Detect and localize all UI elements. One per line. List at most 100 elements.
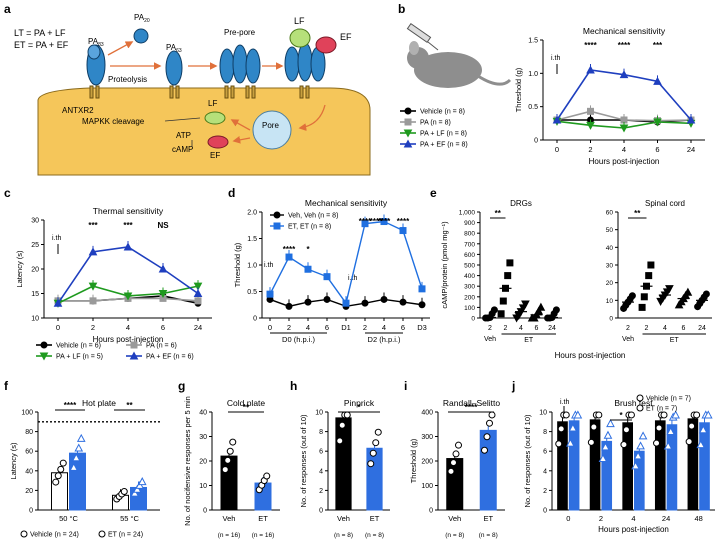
panel-letter-b: b [398, 2, 405, 16]
legend-marker [129, 351, 139, 360]
data-point [562, 411, 570, 419]
y-tick-label: 1.0 [528, 71, 538, 78]
data-point [663, 441, 673, 450]
y-tick-label: 0 [253, 316, 257, 323]
ith-annotation: i.th [52, 235, 61, 242]
data-point [285, 302, 293, 310]
y-tick-label: 60 [606, 210, 614, 217]
data-point [595, 411, 603, 419]
x-tick-label: Veh [448, 514, 461, 523]
ef-cytosolic [207, 135, 229, 149]
pa20-fragment [133, 28, 149, 44]
legend-marker [98, 530, 106, 538]
panel-h-chart: 0 2 4 6 8 10 No. of responses (out of 10) Pinpr… [299, 398, 390, 539]
y-tick-label: 800 [464, 231, 475, 238]
data-point [499, 297, 507, 305]
legend-marker [130, 341, 138, 349]
data-point [367, 460, 375, 468]
data-point [137, 477, 147, 486]
data-point [557, 425, 565, 433]
significance-mark: * [306, 245, 310, 254]
x-tick-label: 50 °C [59, 514, 78, 523]
y-axis-title: No. of responses (out of 10) [523, 414, 532, 507]
data-point [536, 302, 546, 311]
significance-mark: **** [378, 217, 391, 226]
y-tick-label: 40 [25, 468, 33, 475]
data-point [653, 118, 662, 127]
data-point [685, 438, 693, 446]
y-axis-title: No. of responses (out of 10) [299, 414, 308, 507]
data-point [552, 306, 560, 314]
panel-a: a LT = PA + LF ET = PA + EF PA83 PA20 PA… [4, 2, 371, 176]
data-point [53, 298, 63, 307]
bar [220, 455, 238, 511]
x-tick-label: 4 [126, 323, 130, 332]
y-tick-label: 0 [429, 508, 433, 515]
y-tick-label: 20 [31, 267, 39, 274]
x-tick-label: 4 [663, 325, 667, 332]
data-point [586, 65, 595, 74]
significance-mark: *** [653, 41, 663, 50]
y-tick-label: 0 [203, 508, 207, 515]
atp-label: ATP [176, 131, 191, 140]
legend-label: Vehicle (n = 6) [56, 343, 101, 350]
significance-mark: * [357, 403, 361, 412]
bar [666, 424, 678, 511]
data-point [643, 282, 650, 290]
ef-cytosol-label: EF [210, 151, 220, 160]
x-tick-label: D1 [341, 323, 351, 332]
y-tick-label: 100 [21, 410, 33, 417]
proteolysis-label: Proteolysis [108, 75, 147, 84]
legend-label: PA + LF (n = 5) [56, 354, 103, 361]
significance-mark: ** [495, 209, 502, 218]
data-point [74, 443, 84, 452]
y-tick-label: 0 [609, 316, 613, 323]
data-point [304, 265, 312, 273]
bar [699, 422, 710, 511]
data-point [399, 227, 407, 235]
y-tick-label: 400 [464, 273, 475, 280]
data-point [304, 298, 312, 306]
data-point [343, 411, 351, 419]
panel-i-chart: 0 100 200 300 400 Threshold (g) Randall–Selitt… [409, 398, 505, 539]
y-tick-label: 200 [464, 294, 475, 301]
data-point [703, 410, 713, 419]
chart-title: Randall–Selitto [443, 398, 500, 408]
data-point [627, 411, 635, 419]
data-point [221, 466, 229, 474]
data-point [573, 410, 583, 419]
bar [335, 417, 352, 511]
y-tick-label: 30 [606, 263, 614, 270]
x-tick-label: ET [258, 514, 268, 523]
group-n-label: (n = 16) [218, 532, 241, 539]
data-point [135, 480, 145, 489]
data-point [132, 484, 142, 493]
panel-letter-i: i [404, 379, 407, 393]
legend-marker [20, 530, 28, 538]
data-point [693, 411, 701, 419]
data-point [455, 441, 462, 449]
y-tick-label: 10 [539, 410, 547, 417]
y-tick-label: 4 [319, 468, 323, 475]
x-tick-label: 24 [662, 514, 670, 523]
data-point [120, 487, 128, 495]
data-point [638, 431, 648, 440]
lt-equation: LT = PA + LF [14, 28, 66, 38]
legend-marker [403, 139, 413, 148]
data-point [193, 282, 203, 291]
ith-annotation: i.th [264, 262, 273, 269]
data-point [88, 282, 98, 291]
legend-label: PA + EF (n = 6) [146, 354, 194, 361]
bar [557, 421, 568, 511]
data-point [76, 433, 86, 442]
x-tick-label: 6 [682, 325, 686, 332]
legend-marker [404, 107, 412, 115]
panel-letter-e: e [430, 186, 437, 200]
y-tick-label: 100 [421, 483, 433, 490]
x-tick-label: 0 [566, 514, 570, 523]
chart-title: Cold plate [227, 398, 266, 408]
data-point [481, 446, 488, 454]
data-point [590, 423, 598, 431]
legend-label: Vehicle (n = 24) [30, 532, 79, 539]
data-point [54, 472, 62, 480]
